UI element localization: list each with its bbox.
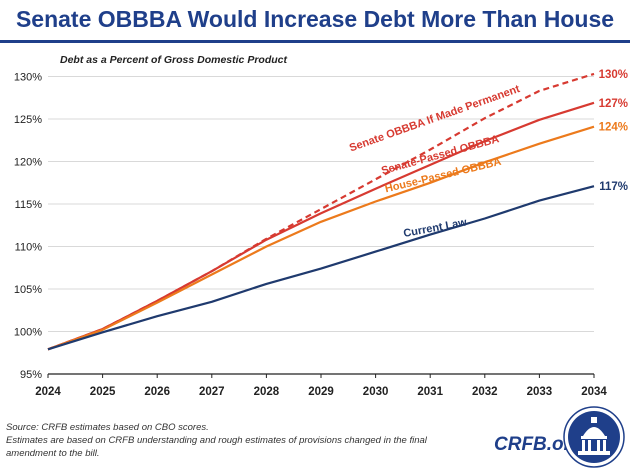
x-tick-label: 2028	[254, 386, 280, 398]
axis-layer: 95% 100% 105% 110% 115% 120% 125% 130% 2024 2025 2…	[14, 72, 608, 399]
series-line-1	[47, 101, 595, 351]
y-tick-label: 120%	[14, 157, 42, 169]
y-tick-label: 100%	[14, 327, 42, 339]
x-tick-label: 2030	[363, 386, 389, 398]
y-tick-label: 105%	[14, 284, 42, 296]
x-tick-label: 2027	[199, 386, 225, 398]
series-line-0	[47, 72, 595, 351]
series-line-2	[47, 125, 595, 351]
site-link[interactable]: CRFB.org	[494, 434, 583, 455]
x-tick-label: 2026	[144, 386, 170, 398]
x-tick-label: 2031	[417, 386, 443, 398]
y-tick-label: 95%	[20, 369, 42, 381]
source-line: Source: CRFB estimates based on CBO scor…	[6, 422, 209, 433]
chart-title: Senate OBBBA Would Increase Debt More Th…	[15, 6, 615, 32]
series-line-3	[47, 185, 595, 351]
y-tick-label: 125%	[14, 114, 42, 126]
y-tick-label: 115%	[15, 199, 43, 211]
x-tick-label: 2024	[35, 386, 61, 398]
debt-line-chart: 95% 100% 105% 110% 115% 120% 125% 130% 2024 2025 2…	[14, 54, 628, 399]
y-tick-label: 110%	[15, 242, 43, 254]
series-layer	[47, 72, 595, 351]
series-name-label-3: Current Law	[402, 216, 468, 240]
crfb-seal-icon	[563, 406, 625, 468]
note-line-1: Estimates are based on CRFB understandin…	[6, 435, 427, 446]
y-tick-label: 130%	[14, 72, 42, 84]
end-value-label-0: 130%	[599, 69, 628, 81]
note-line-2: amendment to the bill.	[6, 448, 100, 459]
x-tick-label: 2033	[527, 386, 553, 398]
grid-layer	[48, 76, 594, 332]
end-value-label-2: 124%	[599, 122, 628, 134]
x-tick-label: 2032	[472, 386, 498, 398]
x-tick-label: 2029	[308, 386, 334, 398]
chart-subtitle: Debt as a Percent of Gross Domestic Prod…	[60, 54, 287, 66]
x-tick-label: 2025	[90, 386, 116, 398]
source-note: Source: CRFB estimates based on CBO scor…	[6, 421, 486, 460]
end-value-label-3: 117%	[599, 181, 628, 193]
end-value-label-1: 127%	[599, 98, 628, 110]
title-rule	[0, 40, 630, 43]
label-layer: 130%127%124%117%Senate OBBBA If Made Per…	[348, 69, 628, 240]
x-tick-label: 2034	[581, 386, 607, 398]
